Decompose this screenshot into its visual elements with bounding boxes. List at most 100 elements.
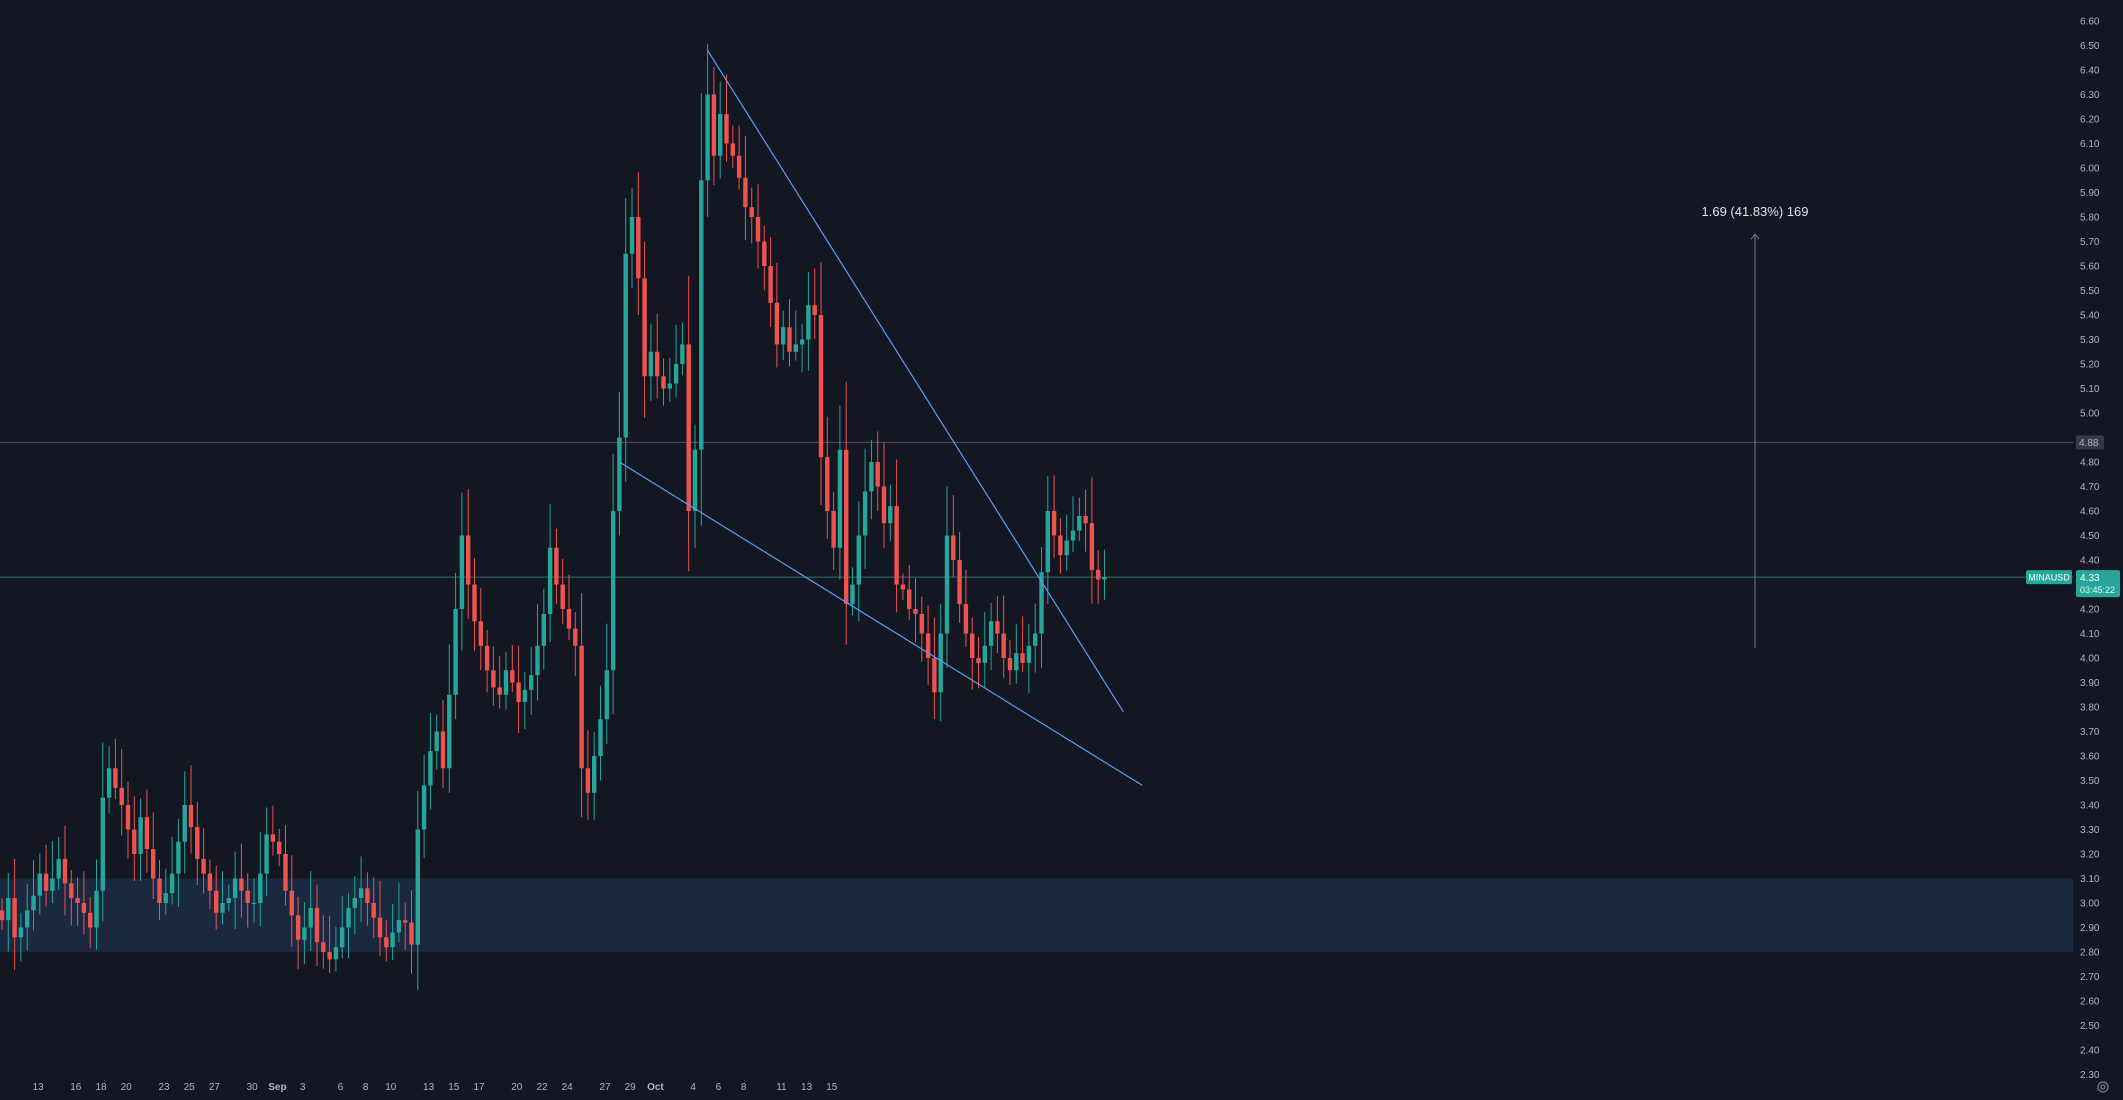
candle-body	[661, 376, 666, 389]
price-tick-label: 5.20	[2080, 360, 2100, 371]
candle-body	[1070, 530, 1076, 541]
candle	[119, 749, 124, 836]
candle-body	[951, 535, 956, 560]
candle	[295, 896, 301, 970]
candle	[894, 459, 899, 613]
candle	[220, 871, 225, 925]
candle	[957, 531, 962, 623]
candle-body	[560, 584, 565, 609]
candle-body	[995, 621, 1000, 634]
candle-body	[88, 912, 93, 928]
candle-body	[535, 645, 540, 676]
time-tick-label: 30	[247, 1082, 259, 1093]
candle	[1070, 496, 1076, 553]
candle-body	[169, 873, 175, 894]
last-price-tag	[2076, 570, 2120, 598]
time-tick-label: 18	[95, 1082, 107, 1093]
candle-body	[648, 351, 654, 377]
candle-body	[963, 604, 969, 634]
candles-layer	[0, 43, 1107, 990]
candle	[409, 890, 414, 974]
candle-body	[837, 449, 843, 548]
price-tick-label: 2.60	[2080, 997, 2100, 1008]
candle-body	[1045, 511, 1050, 573]
candle-body	[629, 217, 635, 254]
price-tick-label: 3.70	[2080, 727, 2100, 738]
candle	[617, 392, 622, 536]
candle-body	[623, 253, 628, 438]
candle-body	[755, 217, 761, 242]
candle	[62, 825, 68, 916]
settings-gear-icon[interactable]	[2097, 1081, 2109, 1093]
candle	[245, 872, 250, 928]
candle	[188, 765, 194, 854]
candle-body	[610, 511, 616, 671]
candle-body	[409, 922, 414, 945]
time-tick-label: 4	[690, 1082, 696, 1093]
candle	[925, 605, 931, 685]
reference-price-tag	[2076, 435, 2104, 450]
candle-body	[472, 584, 477, 622]
measure-label: 1.69 (41.83%) 169	[1702, 204, 1809, 219]
candle	[743, 136, 748, 241]
candle-body	[119, 787, 124, 805]
candle	[258, 831, 263, 927]
wedge-upper-trendline[interactable]	[707, 50, 1124, 713]
candle	[875, 431, 880, 511]
candle-body	[1083, 515, 1088, 524]
price-tick-label: 5.40	[2080, 311, 2100, 322]
price-tick-label: 6.00	[2080, 164, 2100, 175]
candle-body	[207, 873, 213, 891]
price-tick-label: 3.10	[2080, 874, 2100, 885]
time-tick-label: 10	[385, 1082, 397, 1093]
candle-body	[43, 873, 49, 891]
candle-body	[176, 841, 181, 874]
candle	[711, 66, 717, 186]
candle	[692, 424, 698, 548]
candle-body	[466, 535, 471, 585]
candle	[1089, 477, 1095, 604]
time-tick-label: 8	[363, 1082, 369, 1093]
candle	[384, 920, 389, 962]
candle-body	[18, 927, 24, 938]
candle-body	[510, 670, 515, 683]
candle-body	[245, 890, 250, 903]
time-tick-label: 13	[801, 1082, 813, 1093]
candle-body	[151, 849, 156, 879]
last-price-label: 4.33	[2080, 573, 2100, 584]
candle	[1007, 640, 1013, 685]
candle	[1014, 624, 1019, 684]
candle-body	[869, 462, 874, 492]
candle-body	[680, 344, 685, 364]
candle	[516, 645, 521, 733]
candle-body	[831, 511, 836, 548]
candle	[730, 125, 735, 168]
candle	[0, 898, 5, 930]
candle	[673, 324, 679, 398]
candle	[944, 486, 950, 668]
candle	[718, 81, 723, 179]
wedge-lower-trendline[interactable]	[619, 461, 1143, 786]
price-tick-label: 6.30	[2080, 90, 2100, 101]
candle-body	[50, 878, 55, 891]
symbol-tag-label: MINAUSD	[2028, 573, 2070, 583]
candle-body	[667, 383, 672, 389]
candle-body	[566, 609, 572, 629]
price-tick-label: 5.90	[2080, 188, 2100, 199]
candle	[976, 637, 981, 689]
candle-body	[1064, 540, 1069, 556]
candle	[182, 771, 187, 874]
price-tick-label: 2.40	[2080, 1046, 2100, 1057]
price-tick-label: 6.10	[2080, 139, 2100, 150]
candle-body	[844, 449, 849, 605]
candle	[466, 488, 471, 619]
candle	[1020, 616, 1025, 673]
candle	[151, 812, 156, 900]
candle	[592, 732, 597, 820]
time-tick-label: 22	[536, 1082, 548, 1093]
symbol-tag[interactable]	[2026, 570, 2072, 585]
price-tick-label: 2.30	[2080, 1070, 2100, 1081]
candle	[346, 893, 351, 959]
candle-body	[925, 633, 931, 658]
